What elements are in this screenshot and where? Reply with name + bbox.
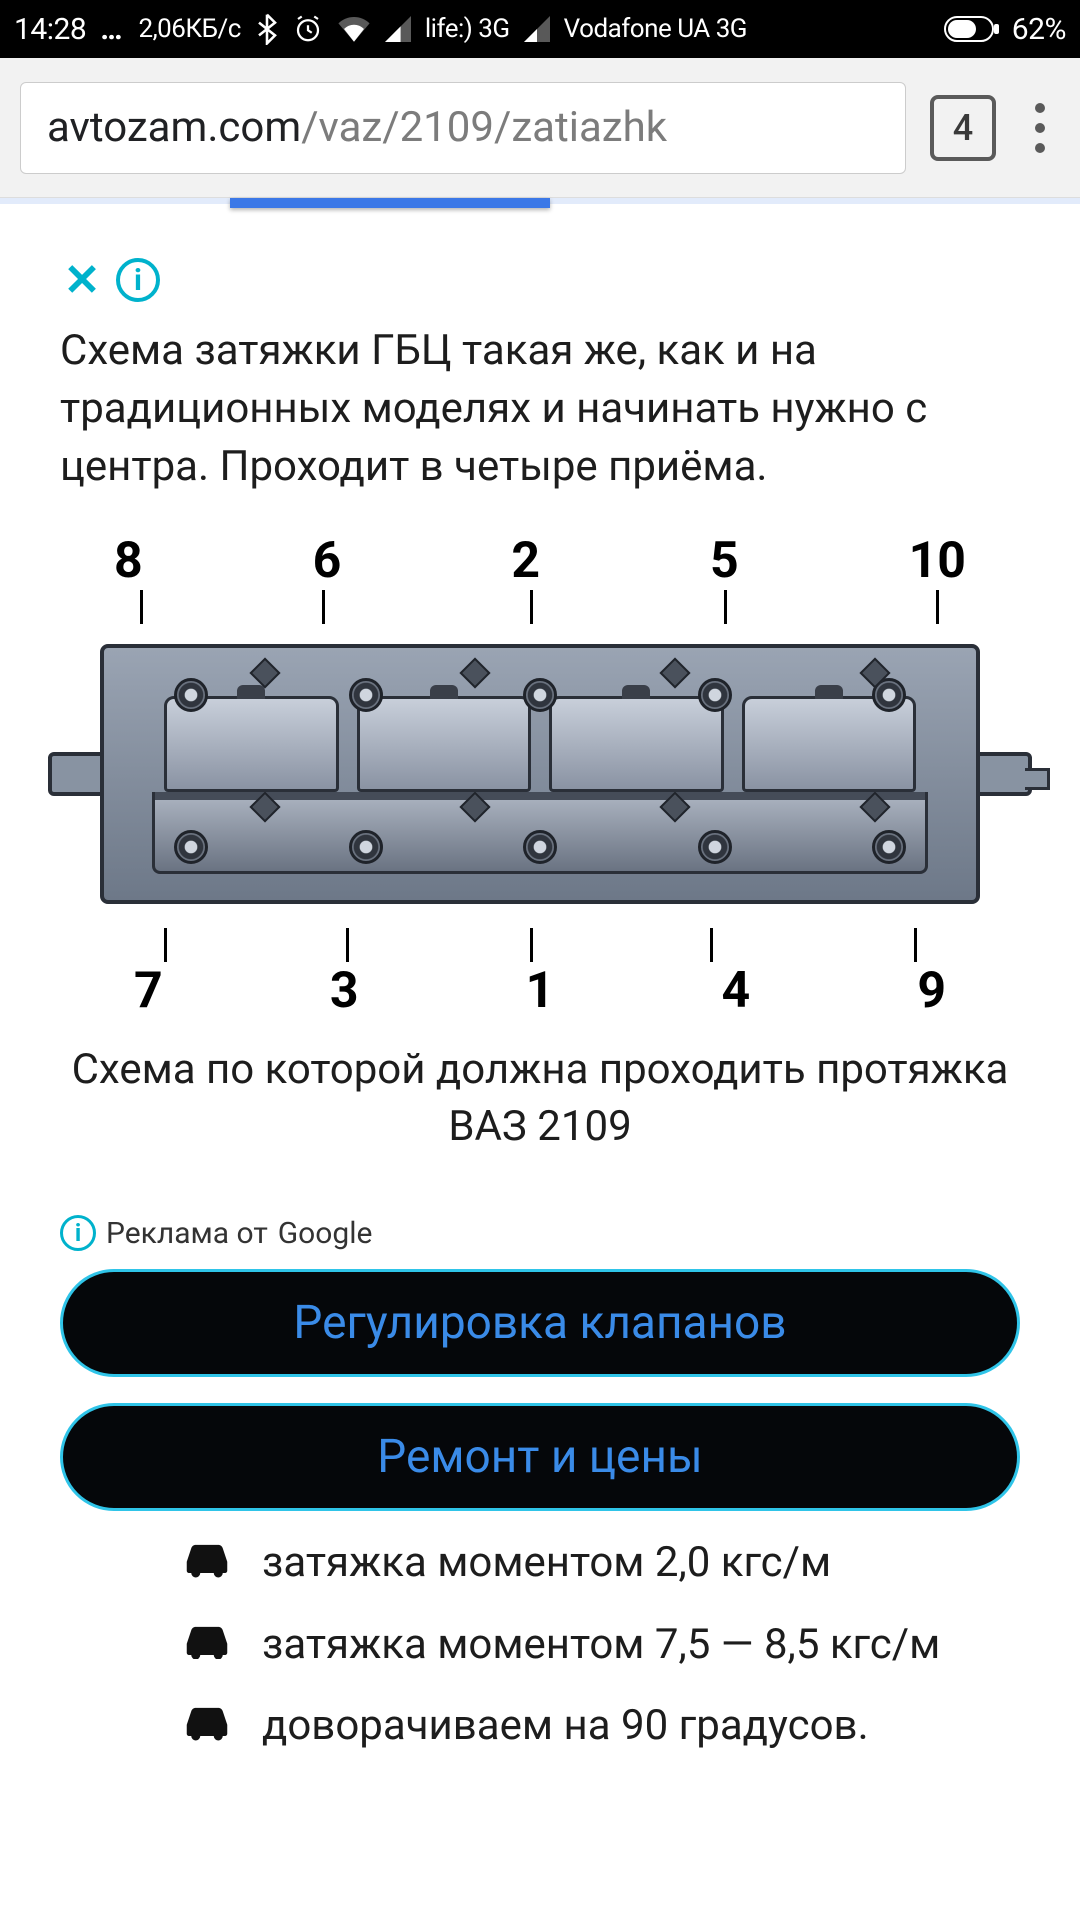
bolt-number: 9 <box>917 962 946 1020</box>
carrier-1: life:) 3G <box>425 14 510 44</box>
signal-1-icon <box>385 16 411 42</box>
diagram-top-leaders <box>60 590 1020 624</box>
status-netspeed: 2,06КБ/с <box>138 14 240 44</box>
bolt-row-bottom <box>174 830 906 864</box>
torque-sequence-diagram: 8 6 2 5 10 7 3 1 4 9 <box>60 532 1020 1020</box>
wifi-icon <box>337 16 371 42</box>
browser-toolbar: avtozam.com/vaz/2109/zatiazhk 4 <box>0 58 1080 198</box>
battery-icon <box>944 16 1000 42</box>
car-icon <box>180 1619 234 1671</box>
car-icon <box>180 1537 234 1589</box>
browser-menu-button[interactable] <box>1020 103 1060 153</box>
bolt-number: 8 <box>114 532 143 590</box>
bolt-number: 4 <box>721 962 750 1020</box>
engine-illustration <box>60 624 1020 924</box>
page-content: ✕ i Схема затяжки ГБЦ такая же, как и на… <box>0 212 1080 1752</box>
step-text: затяжка моментом 7,5 — 8,5 кгс/м <box>262 1620 940 1669</box>
carrier-2: Vodafone UA 3G <box>564 14 747 44</box>
list-item: затяжка моментом 2,0 кгс/м <box>180 1537 1020 1589</box>
car-icon <box>180 1700 234 1752</box>
info-icon[interactable]: i <box>116 258 160 302</box>
alarm-icon <box>293 14 323 44</box>
ad-dismiss-controls: ✕ i <box>60 258 1020 302</box>
bolt-row-top <box>174 678 906 712</box>
ad-link-1[interactable]: Регулировка клапанов <box>60 1269 1020 1377</box>
tab-count: 4 <box>953 107 973 149</box>
diagram-caption: Схема по которой должна проходить протяж… <box>60 1042 1020 1155</box>
signal-2-icon <box>524 16 550 42</box>
ads-by-google-label: i Реклама от Google <box>60 1215 1020 1251</box>
bolt-number: 10 <box>909 532 966 590</box>
intro-paragraph: Схема затяжки ГБЦ такая же, как и на тра… <box>60 322 1020 496</box>
step-text: доворачиваем на 90 градусов. <box>262 1701 869 1750</box>
ad-link-2[interactable]: Ремонт и цены <box>60 1403 1020 1511</box>
tab-switcher-button[interactable]: 4 <box>930 95 996 161</box>
bolt-number: 3 <box>330 962 359 1020</box>
url-host: avtozam.com <box>47 103 301 152</box>
android-statusbar: 14:28 … 2,06КБ/с life:) 3G Vodafone UA 3… <box>0 0 1080 58</box>
url-path: /vaz/2109/zatiazhk <box>301 103 667 152</box>
bolt-number: 6 <box>313 532 342 590</box>
page-tab-indicator <box>0 198 1080 212</box>
url-bar[interactable]: avtozam.com/vaz/2109/zatiazhk <box>20 82 906 174</box>
info-icon[interactable]: i <box>60 1215 96 1251</box>
step-text: затяжка моментом 2,0 кгс/м <box>262 1538 831 1587</box>
diagram-bottom-leaders <box>60 928 1020 962</box>
notification-overflow-icon: … <box>100 12 124 47</box>
bluetooth-icon <box>255 13 279 45</box>
bolt-number: 1 <box>526 962 555 1020</box>
list-item: затяжка моментом 7,5 — 8,5 кгс/м <box>180 1619 1020 1671</box>
ad-label-prefix: Реклама от <box>106 1216 268 1251</box>
status-time: 14:28 <box>14 12 86 47</box>
bolt-number: 2 <box>511 532 540 590</box>
close-icon[interactable]: ✕ <box>60 258 104 302</box>
diagram-top-labels: 8 6 2 5 10 <box>60 532 1020 590</box>
list-item: доворачиваем на 90 градусов. <box>180 1700 1020 1752</box>
bolt-number: 5 <box>710 532 739 590</box>
torque-steps-list: затяжка моментом 2,0 кгс/м затяжка момент… <box>180 1537 1020 1752</box>
ad-label-brand: Google <box>278 1216 373 1251</box>
bolt-number: 7 <box>134 962 163 1020</box>
diagram-bottom-labels: 7 3 1 4 9 <box>60 962 1020 1020</box>
battery-percent: 62% <box>1012 12 1066 47</box>
